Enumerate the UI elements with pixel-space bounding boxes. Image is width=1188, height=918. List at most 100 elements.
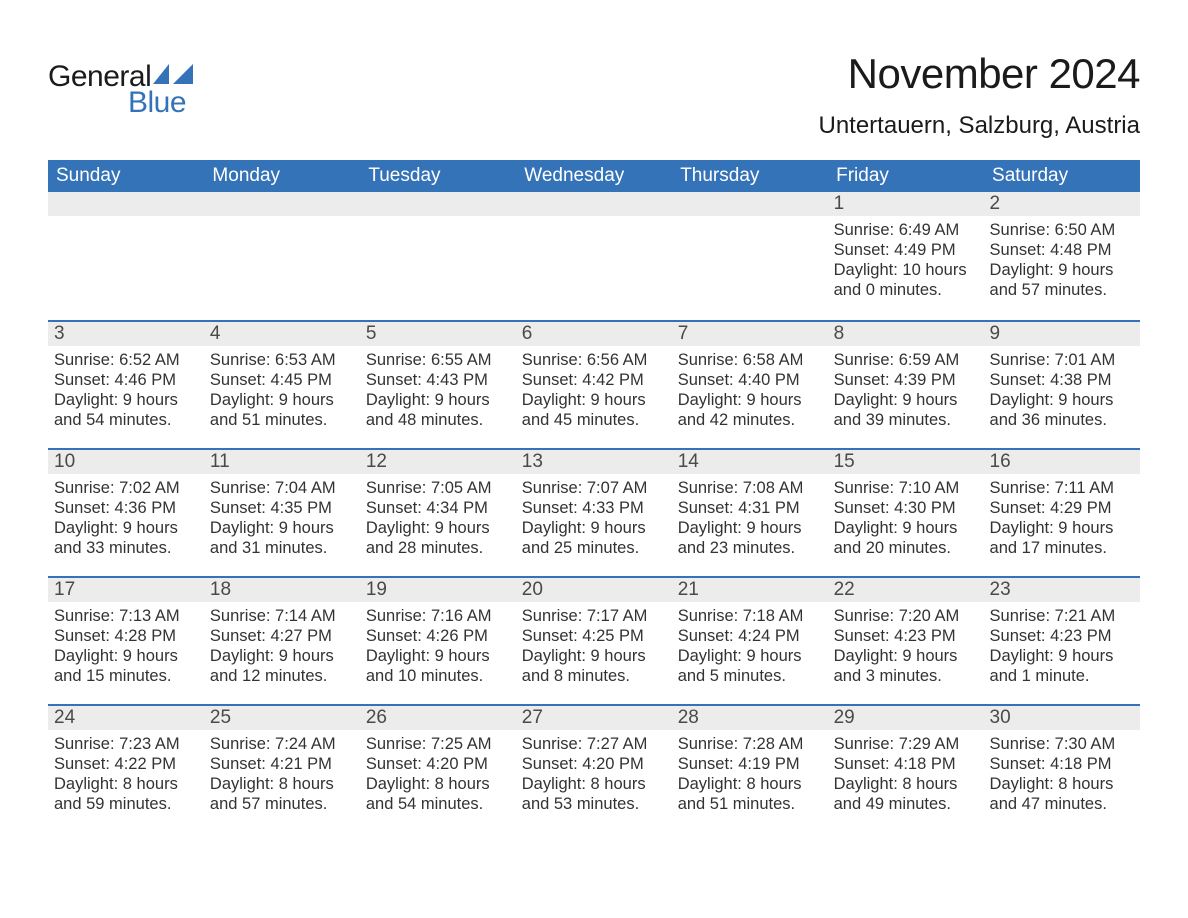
brand-part2: Blue (128, 86, 186, 119)
calendar-day-cell (360, 192, 516, 320)
calendar-day-cell: 26Sunrise: 7:25 AMSunset: 4:20 PMDayligh… (360, 704, 516, 832)
daylight-line: Daylight: 9 hours and 36 minutes. (990, 390, 1134, 430)
sunset-line: Sunset: 4:30 PM (834, 498, 978, 518)
calendar-day-cell (48, 192, 204, 320)
sunset-line: Sunset: 4:48 PM (990, 240, 1134, 260)
day-details: Sunrise: 7:02 AMSunset: 4:36 PMDaylight:… (48, 474, 204, 564)
sunset-line: Sunset: 4:25 PM (522, 626, 666, 646)
sunrise-line: Sunrise: 6:58 AM (678, 350, 822, 370)
day-details: Sunrise: 7:27 AMSunset: 4:20 PMDaylight:… (516, 730, 672, 820)
day-details: Sunrise: 7:24 AMSunset: 4:21 PMDaylight:… (204, 730, 360, 820)
day-number: 3 (48, 320, 204, 346)
daylight-line: Daylight: 8 hours and 47 minutes. (990, 774, 1134, 814)
daylight-line: Daylight: 9 hours and 57 minutes. (990, 260, 1134, 300)
sunset-line: Sunset: 4:18 PM (834, 754, 978, 774)
daylight-line: Daylight: 9 hours and 3 minutes. (834, 646, 978, 686)
sunset-line: Sunset: 4:20 PM (366, 754, 510, 774)
day-number: 10 (48, 448, 204, 474)
daylight-line: Daylight: 9 hours and 39 minutes. (834, 390, 978, 430)
calendar-day-cell: 18Sunrise: 7:14 AMSunset: 4:27 PMDayligh… (204, 576, 360, 704)
sunrise-line: Sunrise: 6:55 AM (366, 350, 510, 370)
daylight-line: Daylight: 9 hours and 48 minutes. (366, 390, 510, 430)
calendar-day-cell: 23Sunrise: 7:21 AMSunset: 4:23 PMDayligh… (984, 576, 1140, 704)
calendar-day-cell: 2Sunrise: 6:50 AMSunset: 4:48 PMDaylight… (984, 192, 1140, 320)
sunset-line: Sunset: 4:35 PM (210, 498, 354, 518)
daylight-line: Daylight: 9 hours and 54 minutes. (54, 390, 198, 430)
calendar-day-cell: 19Sunrise: 7:16 AMSunset: 4:26 PMDayligh… (360, 576, 516, 704)
weekday-header: Tuesday (360, 160, 516, 192)
day-number (360, 192, 516, 216)
sunrise-line: Sunrise: 7:25 AM (366, 734, 510, 754)
sunset-line: Sunset: 4:21 PM (210, 754, 354, 774)
calendar-day-cell: 20Sunrise: 7:17 AMSunset: 4:25 PMDayligh… (516, 576, 672, 704)
sunrise-line: Sunrise: 7:24 AM (210, 734, 354, 754)
sunrise-line: Sunrise: 7:18 AM (678, 606, 822, 626)
day-details: Sunrise: 7:18 AMSunset: 4:24 PMDaylight:… (672, 602, 828, 692)
daylight-line: Daylight: 9 hours and 15 minutes. (54, 646, 198, 686)
day-details: Sunrise: 7:16 AMSunset: 4:26 PMDaylight:… (360, 602, 516, 692)
sunrise-line: Sunrise: 7:14 AM (210, 606, 354, 626)
day-details: Sunrise: 7:10 AMSunset: 4:30 PMDaylight:… (828, 474, 984, 564)
calendar-day-cell: 14Sunrise: 7:08 AMSunset: 4:31 PMDayligh… (672, 448, 828, 576)
month-title: November 2024 (818, 50, 1140, 98)
daylight-line: Daylight: 9 hours and 51 minutes. (210, 390, 354, 430)
brand-logo: General Blue (48, 60, 197, 120)
calendar-day-cell: 17Sunrise: 7:13 AMSunset: 4:28 PMDayligh… (48, 576, 204, 704)
day-details: Sunrise: 7:20 AMSunset: 4:23 PMDaylight:… (828, 602, 984, 692)
calendar-day-cell: 8Sunrise: 6:59 AMSunset: 4:39 PMDaylight… (828, 320, 984, 448)
day-details: Sunrise: 6:49 AMSunset: 4:49 PMDaylight:… (828, 216, 984, 306)
calendar-week-row: 3Sunrise: 6:52 AMSunset: 4:46 PMDaylight… (48, 320, 1140, 448)
sunset-line: Sunset: 4:31 PM (678, 498, 822, 518)
sunrise-line: Sunrise: 7:17 AM (522, 606, 666, 626)
day-number: 15 (828, 448, 984, 474)
sunrise-line: Sunrise: 7:05 AM (366, 478, 510, 498)
calendar-week-row: 17Sunrise: 7:13 AMSunset: 4:28 PMDayligh… (48, 576, 1140, 704)
day-number (48, 192, 204, 216)
calendar-day-cell: 3Sunrise: 6:52 AMSunset: 4:46 PMDaylight… (48, 320, 204, 448)
day-details: Sunrise: 7:01 AMSunset: 4:38 PMDaylight:… (984, 346, 1140, 436)
calendar-day-cell: 4Sunrise: 6:53 AMSunset: 4:45 PMDaylight… (204, 320, 360, 448)
sunrise-line: Sunrise: 7:02 AM (54, 478, 198, 498)
day-number: 7 (672, 320, 828, 346)
day-details: Sunrise: 6:55 AMSunset: 4:43 PMDaylight:… (360, 346, 516, 436)
calendar-day-cell: 27Sunrise: 7:27 AMSunset: 4:20 PMDayligh… (516, 704, 672, 832)
calendar-day-cell: 9Sunrise: 7:01 AMSunset: 4:38 PMDaylight… (984, 320, 1140, 448)
calendar-day-cell: 1Sunrise: 6:49 AMSunset: 4:49 PMDaylight… (828, 192, 984, 320)
daylight-line: Daylight: 9 hours and 25 minutes. (522, 518, 666, 558)
sunrise-line: Sunrise: 7:28 AM (678, 734, 822, 754)
daylight-line: Daylight: 9 hours and 12 minutes. (210, 646, 354, 686)
sunrise-line: Sunrise: 6:49 AM (834, 220, 978, 240)
day-details: Sunrise: 6:56 AMSunset: 4:42 PMDaylight:… (516, 346, 672, 436)
sunrise-line: Sunrise: 7:21 AM (990, 606, 1134, 626)
day-details: Sunrise: 7:11 AMSunset: 4:29 PMDaylight:… (984, 474, 1140, 564)
sunset-line: Sunset: 4:45 PM (210, 370, 354, 390)
sunrise-line: Sunrise: 6:50 AM (990, 220, 1134, 240)
day-number (204, 192, 360, 216)
sunset-line: Sunset: 4:38 PM (990, 370, 1134, 390)
day-details: Sunrise: 6:58 AMSunset: 4:40 PMDaylight:… (672, 346, 828, 436)
sunset-line: Sunset: 4:36 PM (54, 498, 198, 518)
day-details: Sunrise: 7:07 AMSunset: 4:33 PMDaylight:… (516, 474, 672, 564)
day-number: 13 (516, 448, 672, 474)
day-number (516, 192, 672, 216)
title-block: November 2024 Untertauern, Salzburg, Aus… (818, 50, 1140, 140)
day-number: 14 (672, 448, 828, 474)
daylight-line: Daylight: 8 hours and 59 minutes. (54, 774, 198, 814)
sunset-line: Sunset: 4:19 PM (678, 754, 822, 774)
day-number: 26 (360, 704, 516, 730)
day-details: Sunrise: 7:28 AMSunset: 4:19 PMDaylight:… (672, 730, 828, 820)
sunset-line: Sunset: 4:28 PM (54, 626, 198, 646)
calendar-week-row: 1Sunrise: 6:49 AMSunset: 4:49 PMDaylight… (48, 192, 1140, 320)
calendar-day-cell (204, 192, 360, 320)
day-number: 9 (984, 320, 1140, 346)
calendar-day-cell: 29Sunrise: 7:29 AMSunset: 4:18 PMDayligh… (828, 704, 984, 832)
sunset-line: Sunset: 4:18 PM (990, 754, 1134, 774)
sunrise-line: Sunrise: 7:10 AM (834, 478, 978, 498)
calendar-day-cell: 16Sunrise: 7:11 AMSunset: 4:29 PMDayligh… (984, 448, 1140, 576)
day-details: Sunrise: 7:25 AMSunset: 4:20 PMDaylight:… (360, 730, 516, 820)
day-details: Sunrise: 7:21 AMSunset: 4:23 PMDaylight:… (984, 602, 1140, 692)
day-details: Sunrise: 6:59 AMSunset: 4:39 PMDaylight:… (828, 346, 984, 436)
sunrise-line: Sunrise: 7:27 AM (522, 734, 666, 754)
sunrise-line: Sunrise: 6:56 AM (522, 350, 666, 370)
sunset-line: Sunset: 4:22 PM (54, 754, 198, 774)
